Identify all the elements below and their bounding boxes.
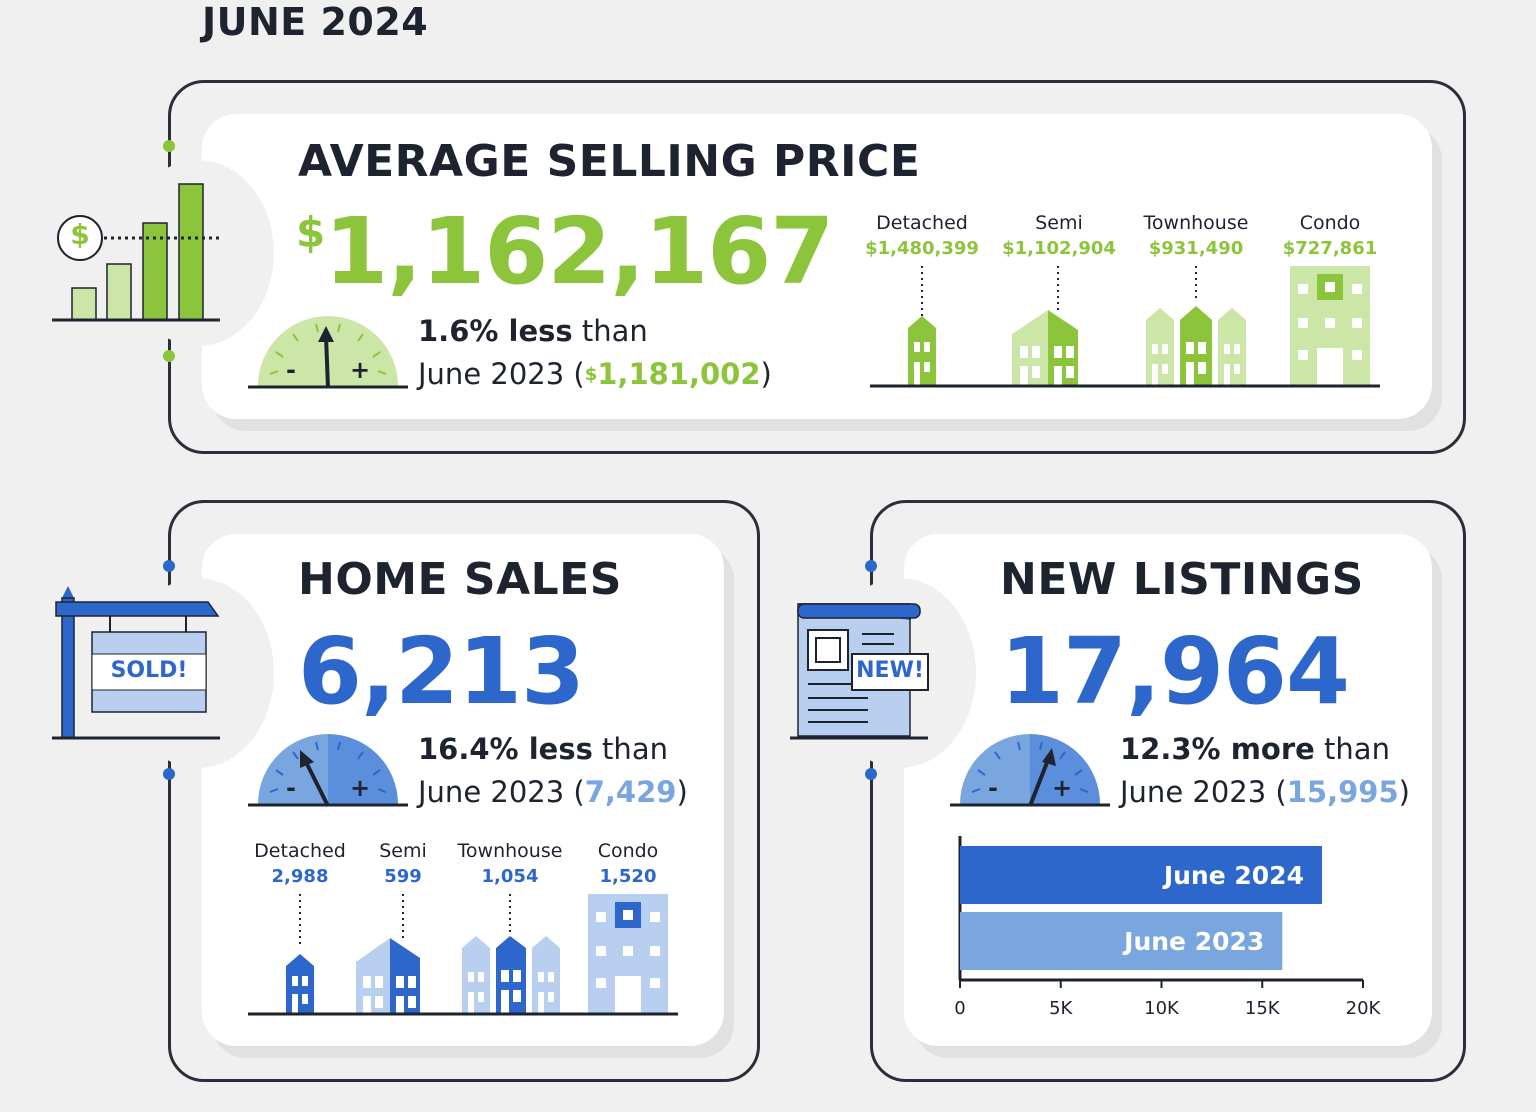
listings-gauge-icon — [950, 734, 1110, 807]
price-comparison: 1.6% less than June 2023 ($1,181,002) — [418, 310, 772, 396]
price-type-value-townhouse: $931,490 — [1148, 238, 1244, 259]
dollar-icon: $ — [70, 218, 90, 251]
sales-type-label-semi: Semi — [379, 840, 427, 862]
price-growth-chart-icon — [52, 183, 220, 322]
sales-gauge-minus: - — [286, 774, 296, 802]
new-badge-text: NEW! — [856, 658, 924, 683]
price-type-value-semi: $1,102,904 — [1002, 238, 1116, 259]
listings-title: NEW LISTINGS — [1000, 554, 1364, 605]
price-type-label-condo: Condo — [1299, 212, 1361, 234]
sales-panel-frame — [168, 500, 760, 1082]
new-listing-document-icon — [790, 603, 929, 740]
detached-house-icon — [286, 954, 314, 1014]
listings-gauge-plus: + — [1052, 774, 1073, 802]
listings-change: 12.3% more — [1120, 732, 1315, 766]
sales-type-label-townhouse: Townhouse — [457, 840, 563, 862]
sales-prev-close: ) — [676, 775, 688, 809]
price-type-value-detached: $1,480,399 — [865, 238, 979, 259]
price-prev-symbol: $ — [584, 364, 598, 385]
listings-prev-label: June 2023 ( — [1120, 775, 1287, 809]
price-prev-label: June 2023 ( — [418, 357, 585, 391]
listings-connector-dot-top — [865, 560, 877, 572]
price-prev-close: ) — [760, 357, 772, 391]
listings-value: 17,964 — [1000, 618, 1350, 725]
semi-house-icon — [1012, 310, 1078, 386]
sold-sign-text: SOLD! — [110, 658, 188, 683]
chart-bar-label-0: June 2024 — [1162, 861, 1304, 890]
sales-type-label-condo: Condo — [597, 840, 659, 862]
sales-connector-dot-bottom — [163, 768, 175, 780]
sold-sign-icon — [52, 586, 220, 740]
chart-x-tick-label-0: 0 — [954, 998, 965, 1019]
chart-x-tick-label-3: 15K — [1245, 998, 1281, 1019]
price-type-label-detached: Detached — [876, 212, 968, 234]
price-currency-symbol: $ — [296, 208, 325, 257]
listings-than: than — [1314, 732, 1390, 766]
listings-connector-dot-bottom — [865, 768, 877, 780]
townhouse-icon — [1146, 306, 1246, 386]
listings-chart-svg: June 2024 June 2023 0 5K 10K 15K 20K — [954, 836, 1382, 1019]
sales-housing-types-illustration — [248, 894, 678, 1016]
price-gauge-minus: - — [286, 356, 296, 384]
condo-building-icon — [588, 894, 668, 1014]
townhouse-icon — [462, 936, 560, 1014]
chart-x-tick-label-4: 20K — [1346, 998, 1382, 1019]
sales-type-value-condo: 1,520 — [599, 866, 657, 887]
sales-gauge-plus: + — [350, 774, 371, 802]
sales-value: 6,213 — [298, 618, 585, 725]
condo-building-icon — [1290, 266, 1370, 386]
price-housing-types-illustration — [870, 266, 1380, 388]
sales-title: HOME SALES — [298, 554, 622, 605]
listings-comparison: 12.3% more than June 2023 (15,995) — [1120, 728, 1410, 814]
sales-type-value-detached: 2,988 — [271, 866, 329, 887]
detached-house-icon — [908, 316, 936, 386]
price-type-label-semi: Semi — [1035, 212, 1083, 234]
price-connector-dot-top — [163, 140, 175, 152]
sales-change: 16.4% less — [418, 732, 593, 766]
listings-bar-chart: June 2024 June 2023 0 5K 10K 15K 20K — [940, 830, 1400, 1030]
sales-gauge-icon — [248, 734, 408, 807]
sales-type-label-detached: Detached — [254, 840, 346, 862]
price-connector-dot-bottom — [163, 350, 175, 362]
listings-prev-close: ) — [1398, 775, 1410, 809]
price-gauge-icon — [248, 316, 408, 389]
sales-comparison: 16.4% less than June 2023 (7,429) — [418, 728, 688, 814]
sales-connector-dot-top — [163, 560, 175, 572]
chart-bar-1 — [960, 912, 1283, 970]
sales-prev-label: June 2023 ( — [418, 775, 585, 809]
price-number: 1,162,167 — [324, 198, 834, 305]
page-title: JUNE 2024 — [202, 0, 429, 44]
sales-than: than — [592, 732, 668, 766]
price-type-label-townhouse: Townhouse — [1143, 212, 1249, 234]
chart-bar-0 — [960, 846, 1322, 904]
sales-type-value-townhouse: 1,054 — [481, 866, 539, 887]
listings-gauge-minus: - — [988, 774, 998, 802]
price-than: than — [572, 314, 648, 348]
price-title: AVERAGE SELLING PRICE — [298, 136, 921, 187]
price-value: $1,162,167 — [296, 206, 834, 298]
price-type-value-condo: $727,861 — [1282, 238, 1378, 259]
listings-prev-value: 15,995 — [1286, 775, 1399, 809]
chart-x-tick-label-1: 5K — [1049, 998, 1073, 1019]
semi-house-icon — [356, 938, 420, 1014]
sales-type-value-semi: 599 — [384, 866, 422, 887]
sales-prev-value: 7,429 — [584, 775, 677, 809]
chart-bar-label-1: June 2023 — [1122, 927, 1264, 956]
price-gauge-plus: + — [350, 356, 371, 384]
listings-panel-frame — [870, 500, 1466, 1082]
chart-x-tick-label-2: 10K — [1144, 998, 1180, 1019]
price-prev-value: 1,181,002 — [597, 357, 761, 391]
price-change: 1.6% less — [418, 314, 573, 348]
